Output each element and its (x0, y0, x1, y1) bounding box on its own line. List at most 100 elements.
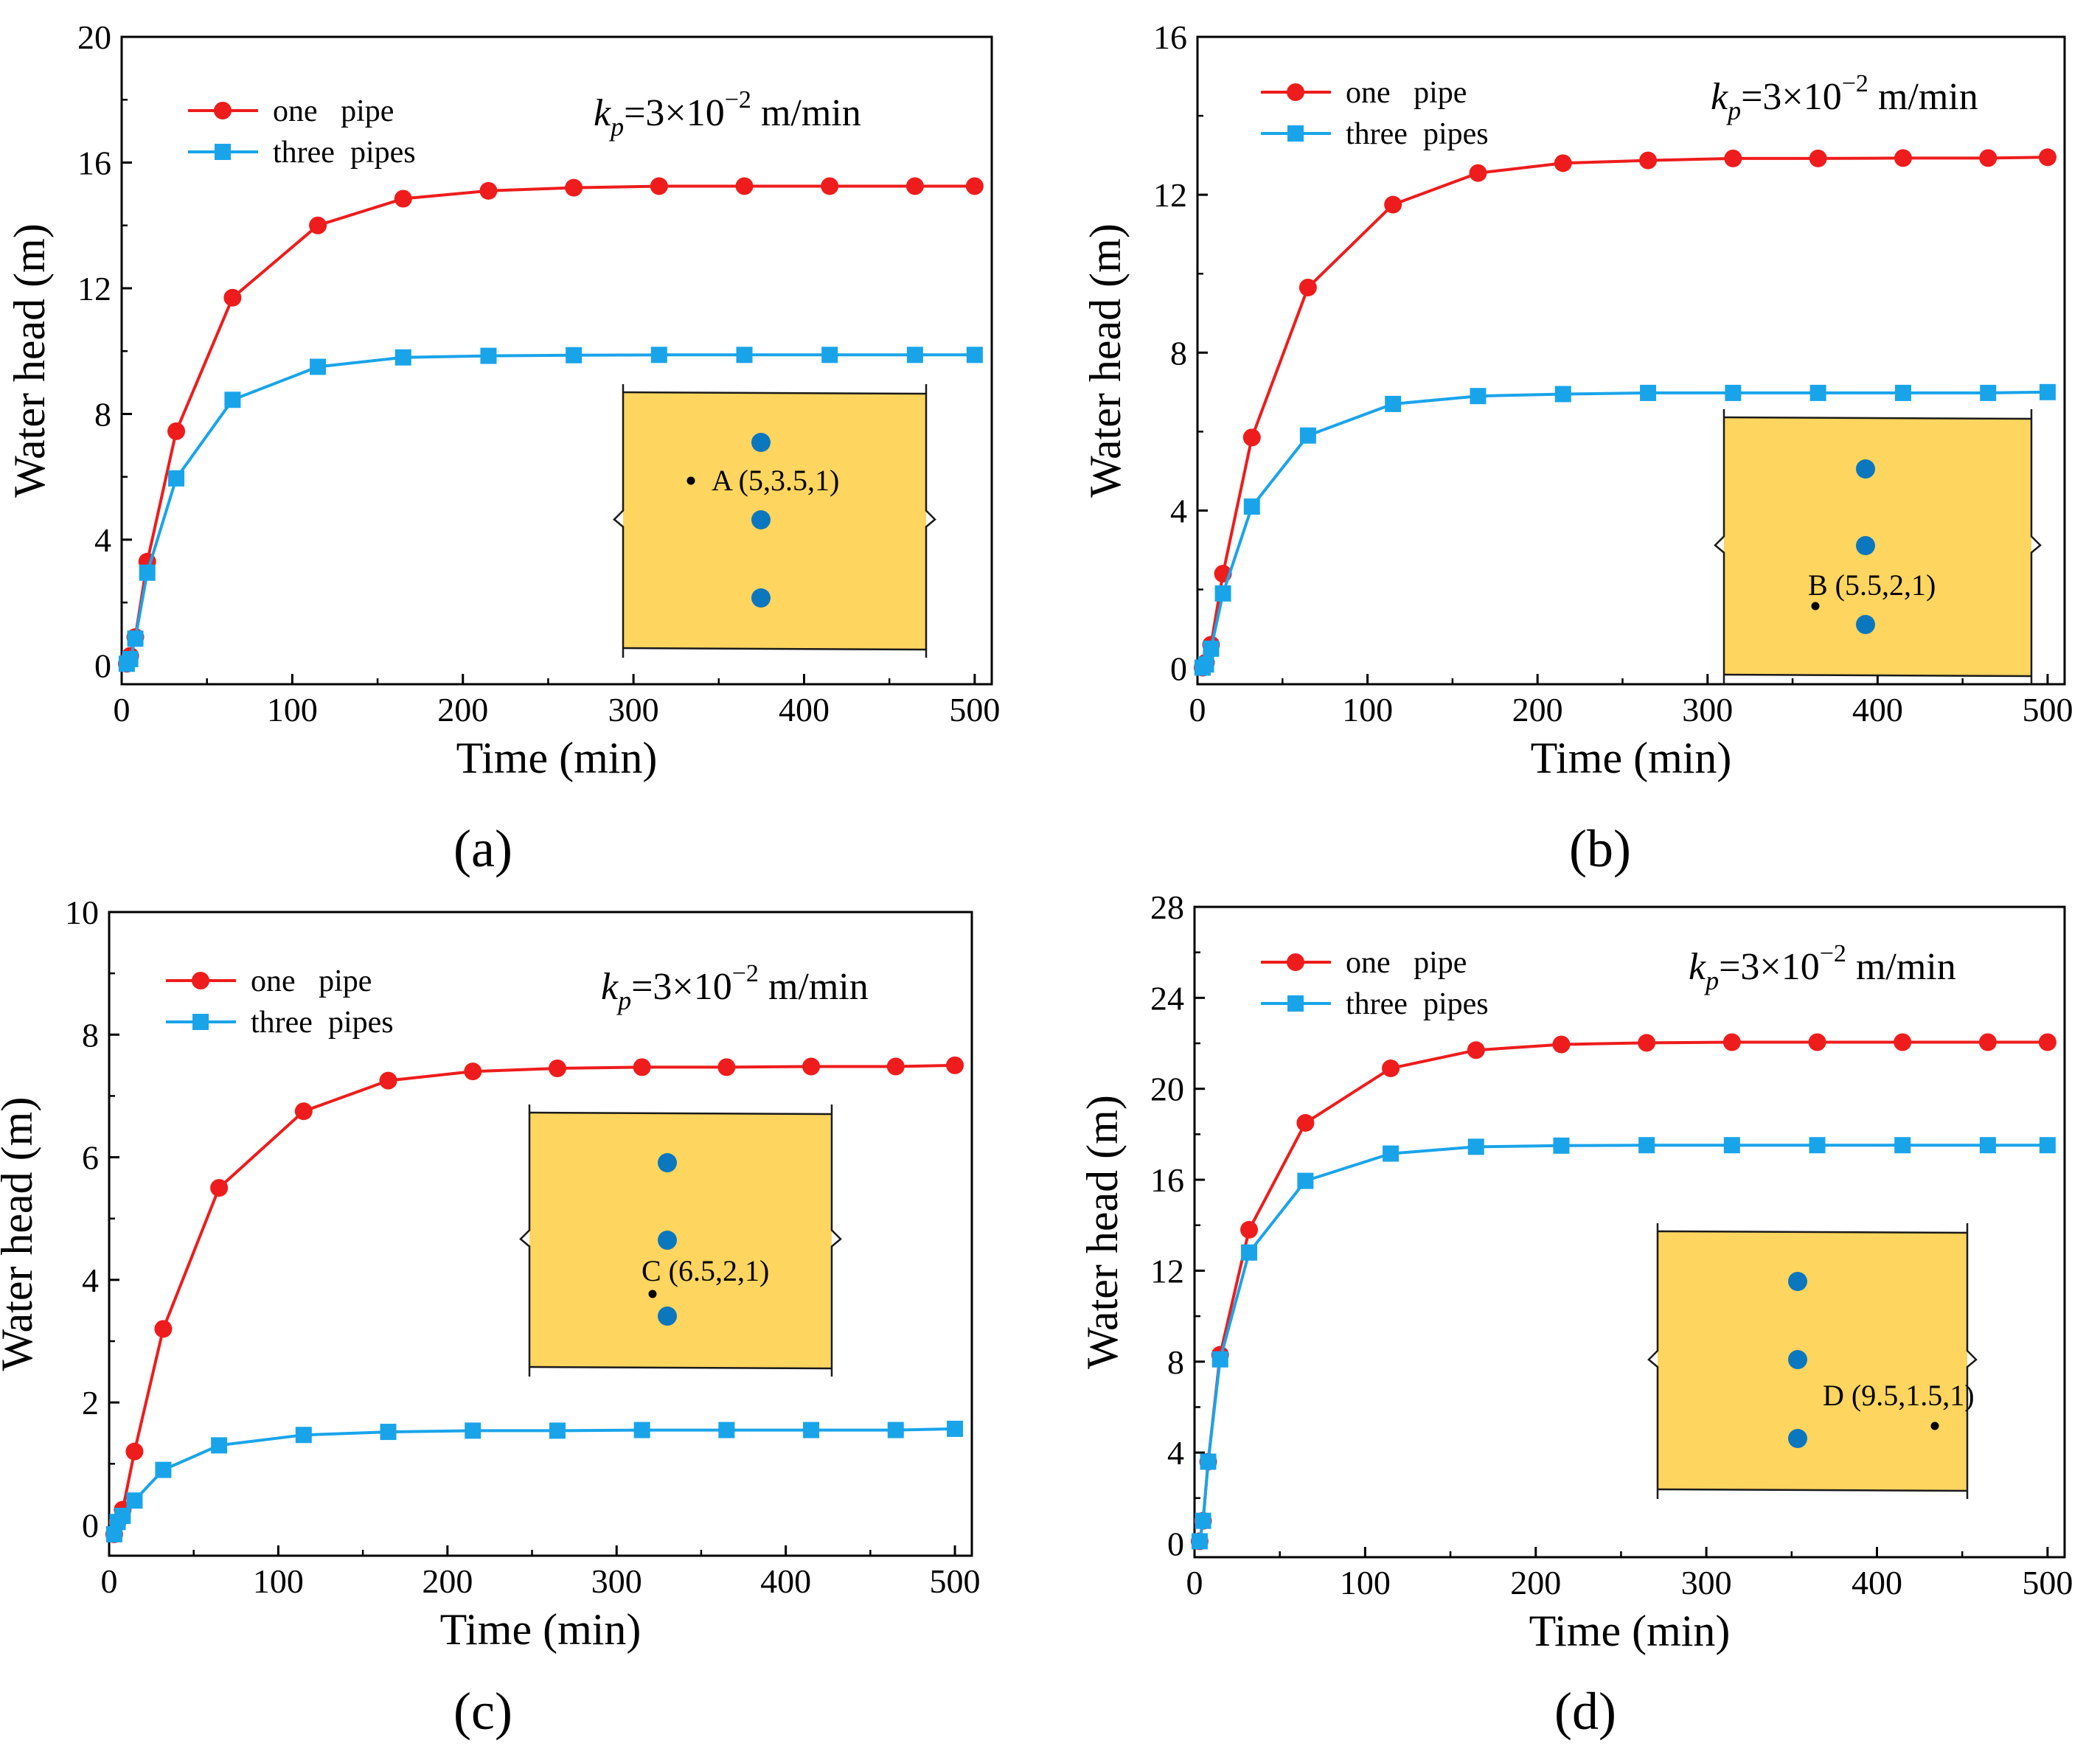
x-tick-label: 500 (949, 691, 1000, 728)
monitor-point (1930, 1422, 1939, 1430)
data-point-three-pipes (1241, 1244, 1258, 1261)
pipe-dot (1856, 615, 1875, 634)
data-point-three-pipes (1638, 1137, 1655, 1154)
data-point-one-pipe (294, 1102, 313, 1121)
y-tick-label: 6 (82, 1139, 99, 1177)
x-tick-label: 500 (2022, 1564, 2073, 1601)
data-point-three-pipes (2039, 1137, 2056, 1154)
x-tick-label: 300 (608, 691, 659, 728)
chart-panel-b: 0 100 200 300 400 500 0 4 8 12 16 Time (min) Water h… (1081, 18, 2073, 878)
x-tick-label: 500 (2022, 691, 2073, 728)
kp-rest: =3×10 (631, 966, 732, 1008)
data-point-three-pipes (906, 347, 923, 363)
data-point-one-pipe (1894, 1033, 1912, 1051)
y-tick-label: 12 (1153, 176, 1187, 214)
inset-block (529, 1113, 832, 1368)
x-tick-label: 500 (930, 1562, 981, 1600)
plot-frame (1193, 905, 2066, 1559)
series-line-three-pipes (112, 1427, 956, 1535)
y-axis-label: Water head (m) (0, 1097, 41, 1371)
data-point-three-pipes (1385, 395, 1402, 412)
x-tick-label: 100 (1342, 691, 1393, 728)
pipe-dot (1788, 1350, 1807, 1369)
data-point-one-pipe (1894, 149, 1912, 167)
data-point-one-pipe (167, 422, 186, 440)
data-point-three-pipes (1197, 656, 1214, 673)
data-point-three-pipes (1809, 384, 1826, 401)
inset-right-break (1966, 1223, 1978, 1499)
x-tick-label: 0 (114, 691, 131, 728)
data-point-one-pipe (548, 1060, 566, 1078)
x-tick-label: 0 (101, 1562, 118, 1600)
legend-marker-circle (192, 972, 209, 989)
data-point-three-pipes (168, 470, 185, 487)
data-point-one-pipe (965, 177, 984, 195)
data-point-one-pipe (1554, 154, 1572, 173)
data-point-three-pipes (114, 1507, 131, 1524)
data-point-three-pipes (947, 1420, 964, 1437)
data-point-one-pipe (1296, 1113, 1315, 1132)
data-point-one-pipe (379, 1071, 397, 1090)
y-tick-label: 4 (1170, 492, 1187, 529)
legend-marker-square (192, 1014, 209, 1030)
y-tick-label: 20 (77, 18, 111, 56)
inset-left-break (613, 384, 625, 658)
data-point-one-pipe (394, 189, 412, 208)
data-point-three-pipes (650, 347, 667, 363)
data-point-three-pipes (1470, 388, 1487, 405)
data-point-three-pipes (1214, 585, 1231, 602)
data-point-one-pipe (886, 1057, 905, 1076)
data-point-three-pipes (1894, 384, 1911, 401)
inset-bottom-edge (1657, 1488, 1968, 1492)
kp-k: k (601, 966, 619, 1008)
legend-marker-circle (1287, 83, 1304, 101)
data-point-one-pipe (309, 216, 327, 234)
x-tick-label: 200 (1510, 1564, 1561, 1601)
x-tick-label: 200 (422, 1562, 473, 1600)
inset-left-break (1647, 1223, 1659, 1499)
pipe-dot (1788, 1272, 1807, 1291)
data-point-one-pipe (1240, 1220, 1259, 1239)
data-point-one-pipe (717, 1058, 736, 1076)
pipe-dot (751, 510, 771, 529)
chart-panel-c: 0 100 200 300 400 500 0 2 4 6 8 10 Time (min) Water h… (0, 894, 981, 1741)
monitor-point-label: D (9.5,1.5,1) (1823, 1379, 1975, 1412)
data-point-one-pipe (464, 1062, 482, 1081)
kp-exp: −2 (1820, 940, 1846, 967)
x-tick-label: 100 (1340, 1564, 1391, 1601)
y-tick-label: 8 (82, 1016, 99, 1054)
data-point-three-pipes (549, 1422, 566, 1439)
data-point-three-pipes (122, 650, 139, 667)
kp-sub: p (608, 112, 624, 142)
y-tick-label: 4 (1167, 1434, 1184, 1472)
y-tick-label: 20 (1150, 1071, 1184, 1108)
data-point-one-pipe (946, 1056, 964, 1074)
data-point-three-pipes (736, 347, 753, 363)
y-tick-label: 12 (1150, 1252, 1184, 1290)
kp-k: k (1689, 946, 1706, 988)
pipe-dot (751, 433, 771, 452)
data-point-three-pipes (127, 630, 144, 647)
inset-top-edge (529, 1111, 832, 1116)
pipe-dot (658, 1307, 677, 1326)
data-point-three-pipes (1191, 1533, 1208, 1550)
data-point-one-pipe (1469, 164, 1487, 182)
y-axis-label: Water head (m) (1081, 223, 1130, 498)
data-point-three-pipes (224, 392, 241, 408)
data-point-one-pipe (1978, 1033, 1997, 1051)
kp-annotation: kp=3×10−2 m/min (1711, 70, 1978, 125)
data-point-one-pipe (2038, 1033, 2056, 1051)
data-point-three-pipes (718, 1422, 735, 1438)
inset-bottom-edge (622, 647, 927, 651)
y-tick-label: 4 (82, 1262, 99, 1299)
y-tick-label: 4 (94, 521, 111, 559)
y-tick-label: 0 (82, 1506, 99, 1544)
legend-marker-circle (1287, 953, 1304, 971)
data-point-three-pipes (1809, 1137, 1826, 1154)
data-point-three-pipes (465, 1422, 481, 1439)
kp-unit: m/min (751, 92, 861, 134)
kp-rest: =3×10 (624, 92, 725, 134)
data-point-one-pipe (1979, 149, 1998, 167)
data-point-three-pipes (1723, 1137, 1740, 1154)
